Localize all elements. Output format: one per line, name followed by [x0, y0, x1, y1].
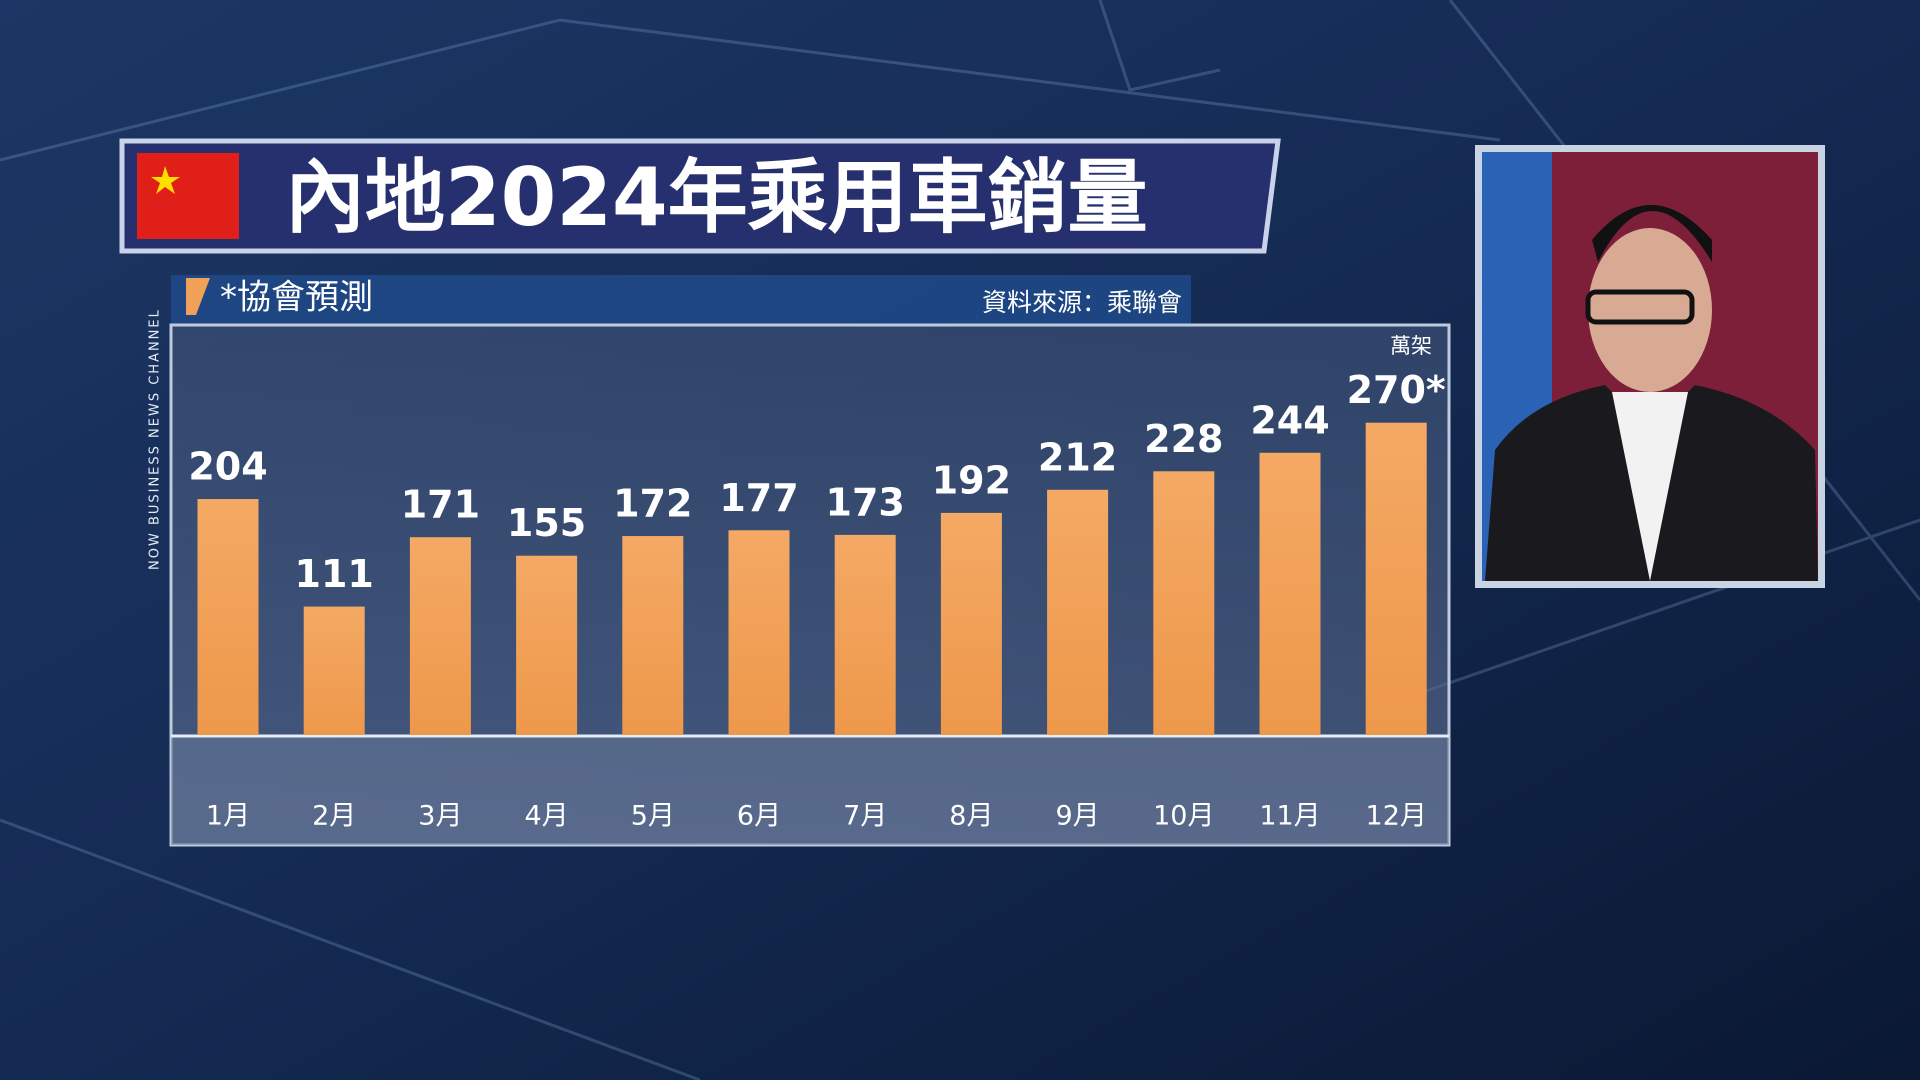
- unit: 萬架: [1390, 334, 1432, 358]
- bar: [303, 606, 365, 735]
- bar: [197, 499, 259, 735]
- title-bar: [119, 138, 1281, 254]
- x-tick-label: 8月: [949, 801, 993, 832]
- source: 資料來源：乘聯會: [982, 288, 1182, 317]
- value-label: 173: [826, 480, 905, 524]
- note: *協會預測: [220, 278, 373, 318]
- axis-strip: [171, 737, 1449, 845]
- x-tick-label: 11月: [1259, 801, 1320, 832]
- note-marker: [186, 278, 210, 315]
- x-tick-label: 2月: [312, 801, 356, 832]
- presenter-head: [1588, 228, 1712, 392]
- bar: [1153, 471, 1215, 735]
- presenter-shirt: [1612, 392, 1688, 581]
- bar: [728, 530, 790, 735]
- bar: [1047, 489, 1109, 735]
- bar: [622, 536, 684, 735]
- x-tick-label: 4月: [525, 801, 569, 832]
- value-label: 270*: [1347, 368, 1446, 412]
- bar: [516, 555, 578, 735]
- value-label: 244: [1250, 398, 1329, 442]
- value-label: 172: [613, 482, 692, 526]
- bar: [940, 512, 1002, 735]
- value-label: 111: [295, 552, 374, 596]
- presenter-glasses: [1585, 289, 1695, 325]
- flag-star: [151, 166, 180, 194]
- chart-title: 內地2024年乘用車銷量: [285, 151, 1148, 244]
- bar: [409, 537, 471, 735]
- x-tick-label: 7月: [843, 801, 887, 832]
- value-label: 192: [932, 458, 1011, 502]
- value-label: 177: [719, 476, 798, 520]
- x-tick-label: 10月: [1153, 801, 1214, 832]
- value-label: 155: [507, 501, 586, 545]
- bar: [1365, 422, 1427, 735]
- bar: [1259, 452, 1321, 735]
- x-tick-label: 3月: [418, 801, 462, 832]
- channel-label: NOW BUSINESS NEWS CHANNEL: [148, 308, 163, 570]
- x-tick-label: 1月: [206, 801, 250, 832]
- value-label: 212: [1038, 435, 1117, 479]
- x-tick-label: 9月: [1056, 801, 1100, 832]
- sub-strip: [171, 275, 1191, 325]
- value-label: 228: [1144, 417, 1223, 461]
- x-tick-label: 6月: [737, 801, 781, 832]
- bar: [834, 534, 896, 735]
- value-label: 204: [188, 445, 267, 489]
- x-tick-label: 12月: [1366, 801, 1427, 832]
- presenter-hair: [1592, 205, 1712, 262]
- x-tick-label: 5月: [631, 801, 675, 832]
- flag: [137, 153, 239, 239]
- value-label: 171: [401, 483, 480, 527]
